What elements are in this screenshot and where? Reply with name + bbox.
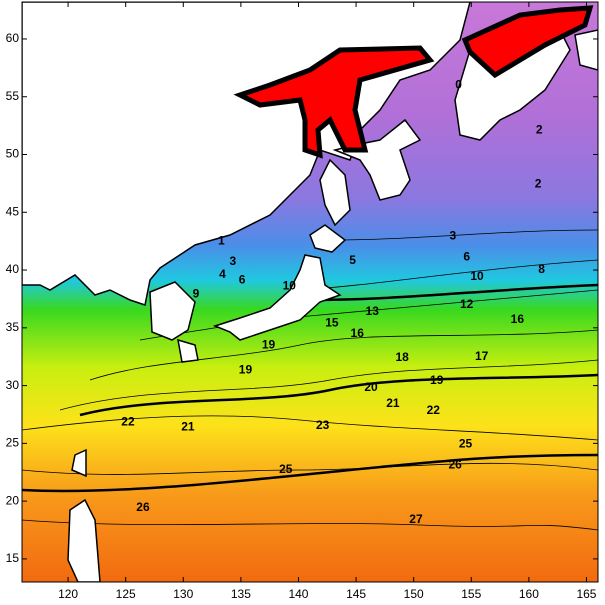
x-tick-label: 135 [231, 587, 251, 601]
x-tick-label: 150 [404, 587, 424, 601]
contour-label: 9 [193, 286, 200, 300]
contour-label: 8 [538, 262, 545, 276]
contour-label: 19 [239, 363, 253, 377]
contour-label: 19 [430, 373, 444, 387]
x-tick-label: 155 [461, 587, 481, 601]
y-tick-label: 30 [6, 378, 20, 392]
contour-label: 25 [279, 462, 293, 476]
y-tick-label: 20 [6, 493, 20, 507]
y-tick-label: 35 [6, 320, 20, 334]
contour-label: 23 [316, 418, 330, 432]
contour-label: 6 [239, 273, 246, 287]
x-tick-label: 165 [576, 587, 596, 601]
contour-label: 17 [475, 349, 489, 363]
contour-label: 13 [366, 304, 380, 318]
x-tick-label: 130 [173, 587, 193, 601]
contour-label: 3 [229, 254, 236, 268]
contour-label: 20 [364, 380, 378, 394]
bold-contours [22, 283, 598, 493]
contour-label: 25 [459, 437, 473, 451]
y-tick-label: 60 [6, 31, 20, 45]
x-tick-label: 120 [58, 587, 78, 601]
contour-label: 19 [262, 337, 276, 351]
plot-frame [21, 1, 599, 583]
contour-label: 21 [181, 419, 195, 433]
contour-label: 5 [349, 253, 356, 267]
contour-label: 21 [386, 396, 400, 410]
y-tick-label: 45 [6, 204, 20, 218]
contour-label: 12 [460, 297, 474, 311]
contour-label: 16 [351, 326, 365, 340]
y-tick-label: 55 [6, 89, 20, 103]
contour-label: 15 [325, 315, 339, 329]
contour-label: 3 [450, 229, 457, 243]
contour-label: 22 [427, 403, 441, 417]
y-tick-label: 50 [6, 147, 20, 161]
contour-label: 27 [409, 512, 423, 526]
contours [22, 229, 598, 531]
contour-label: 10 [283, 278, 297, 292]
contour-label: 22 [121, 415, 135, 429]
y-tick-label: 15 [6, 551, 20, 565]
x-tick-label: 140 [288, 587, 308, 601]
contour-label: 1 [218, 233, 225, 247]
contour-label: 26 [136, 500, 150, 514]
contour-label: 26 [448, 457, 462, 471]
contour-label: 4 [219, 267, 226, 281]
ice [233, 5, 594, 159]
contour-label: 2 [535, 177, 542, 191]
contour-label: 6 [463, 250, 470, 264]
contour-label: 16 [511, 312, 525, 326]
y-tick-label: 25 [6, 436, 20, 450]
map-layers [22, 2, 598, 582]
contour-label: 10 [470, 269, 484, 283]
y-tick-label: 40 [6, 262, 20, 276]
contour-label: 18 [395, 350, 409, 364]
contour-label: 0 [455, 77, 462, 91]
x-tick-label: 160 [519, 587, 539, 601]
x-tick-label: 145 [346, 587, 366, 601]
x-tick-label: 125 [116, 587, 136, 601]
contour-label: 2 [536, 122, 543, 136]
